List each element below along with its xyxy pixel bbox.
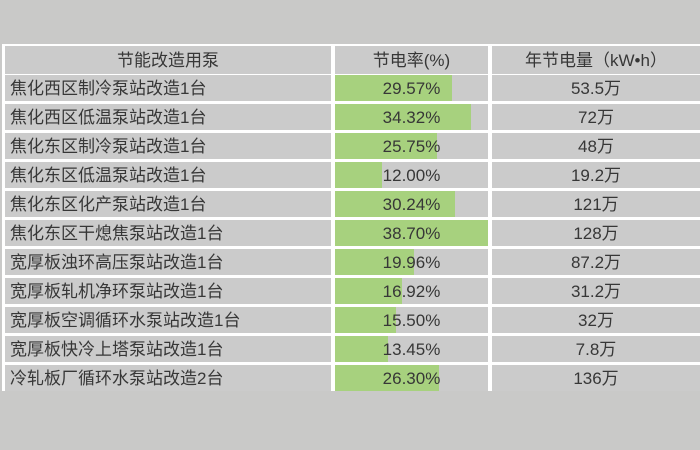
pump-name-label: 焦化东区化产泵站改造1台 bbox=[10, 194, 207, 214]
rate-value-label: 26.30% bbox=[382, 368, 441, 388]
annual-savings-cell: 7.8万 bbox=[492, 336, 700, 362]
column-header-rate: 节电率(%) bbox=[335, 46, 488, 74]
column-header-rate-label: 节电率(%) bbox=[372, 50, 451, 70]
rate-data-bar bbox=[335, 133, 437, 159]
rate-value-label: 30.24% bbox=[382, 194, 441, 214]
pump-name-label: 宽厚板空调循环水泵站改造1台 bbox=[10, 310, 241, 330]
annual-savings-label: 53.5万 bbox=[570, 78, 622, 98]
rate-cell: 15.50% bbox=[335, 307, 488, 333]
rate-cell: 13.45% bbox=[335, 336, 488, 362]
rate-data-bar bbox=[335, 278, 402, 304]
rate-data-bar bbox=[335, 220, 488, 246]
rate-cell: 19.96% bbox=[335, 249, 488, 275]
pump-name-cell: 焦化东区干熄焦泵站改造1台 bbox=[5, 220, 331, 246]
column-header-pump: 节能改造用泵 bbox=[5, 46, 331, 74]
pump-name-cell: 宽厚板轧机净环泵站改造1台 bbox=[5, 278, 331, 304]
pump-name-cell: 焦化东区制冷泵站改造1台 bbox=[5, 133, 331, 159]
rate-value-label: 29.57% bbox=[382, 78, 441, 98]
rate-cell: 26.30% bbox=[335, 365, 488, 391]
annual-savings-label: 7.8万 bbox=[575, 339, 617, 359]
rate-data-bar bbox=[335, 162, 383, 188]
rate-value-label: 34.32% bbox=[382, 107, 441, 127]
rate-data-bar bbox=[335, 365, 439, 391]
rate-data-bar bbox=[335, 249, 414, 275]
column-header-annual-label: 年节电量（kW•h） bbox=[525, 50, 667, 70]
pump-name-cell: 焦化东区化产泵站改造1台 bbox=[5, 191, 331, 217]
annual-savings-label: 19.2万 bbox=[570, 165, 622, 185]
pump-name-cell: 宽厚板快冷上塔泵站改造1台 bbox=[5, 336, 331, 362]
pump-name-label: 焦化西区低温泵站改造1台 bbox=[10, 107, 207, 127]
rate-value-label: 25.75% bbox=[382, 136, 441, 156]
rate-data-bar bbox=[335, 191, 455, 217]
pump-name-label: 焦化西区制冷泵站改造1台 bbox=[10, 78, 207, 98]
annual-savings-cell: 31.2万 bbox=[492, 278, 700, 304]
rate-value-label: 19.96% bbox=[382, 252, 441, 272]
rate-data-bar bbox=[335, 307, 397, 333]
column-header-annual: 年节电量（kW•h） bbox=[492, 46, 700, 74]
rate-value-label: 16.92% bbox=[382, 281, 441, 301]
annual-savings-label: 31.2万 bbox=[570, 281, 622, 301]
annual-savings-cell: 87.2万 bbox=[492, 249, 700, 275]
annual-savings-label: 32万 bbox=[578, 310, 614, 330]
rate-cell: 38.70% bbox=[335, 220, 488, 246]
rate-data-bar bbox=[335, 75, 452, 101]
rate-value-label: 12.00% bbox=[382, 165, 441, 185]
annual-savings-label: 128万 bbox=[573, 223, 619, 243]
pump-name-label: 宽厚板快冷上塔泵站改造1台 bbox=[10, 339, 224, 359]
pump-name-cell: 焦化西区制冷泵站改造1台 bbox=[5, 75, 331, 101]
rate-cell: 29.57% bbox=[335, 75, 488, 101]
pump-name-label: 宽厚板轧机净环泵站改造1台 bbox=[10, 281, 224, 301]
rate-cell: 30.24% bbox=[335, 191, 488, 217]
annual-savings-label: 121万 bbox=[573, 194, 619, 214]
pump-name-cell: 冷轧板厂循环水泵站改造2台 bbox=[5, 365, 331, 391]
annual-savings-label: 136万 bbox=[573, 368, 619, 388]
rate-cell: 34.32% bbox=[335, 104, 488, 130]
energy-saving-table: 节能改造用泵 节电率(%) 年节电量（kW•h） 焦化西区制冷泵站改造1台 29… bbox=[2, 44, 700, 391]
rate-data-bar bbox=[335, 104, 471, 130]
rate-cell: 25.75% bbox=[335, 133, 488, 159]
pump-name-label: 焦化东区干熄焦泵站改造1台 bbox=[10, 223, 224, 243]
annual-savings-cell: 53.5万 bbox=[492, 75, 700, 101]
pump-name-label: 冷轧板厂循环水泵站改造2台 bbox=[10, 368, 224, 388]
pump-name-cell: 宽厚板浊环高压泵站改造1台 bbox=[5, 249, 331, 275]
rate-data-bar bbox=[335, 336, 389, 362]
rate-cell: 12.00% bbox=[335, 162, 488, 188]
column-header-pump-label: 节能改造用泵 bbox=[117, 50, 219, 70]
annual-savings-cell: 136万 bbox=[492, 365, 700, 391]
annual-savings-cell: 48万 bbox=[492, 133, 700, 159]
rate-value-label: 13.45% bbox=[382, 339, 441, 359]
annual-savings-cell: 72万 bbox=[492, 104, 700, 130]
pump-name-label: 焦化东区制冷泵站改造1台 bbox=[10, 136, 207, 156]
annual-savings-label: 48万 bbox=[578, 136, 614, 156]
pump-name-label: 宽厚板浊环高压泵站改造1台 bbox=[10, 252, 224, 272]
annual-savings-cell: 19.2万 bbox=[492, 162, 700, 188]
pump-name-cell: 焦化东区低温泵站改造1台 bbox=[5, 162, 331, 188]
pump-name-label: 焦化东区低温泵站改造1台 bbox=[10, 165, 207, 185]
annual-savings-cell: 121万 bbox=[492, 191, 700, 217]
rate-value-label: 15.50% bbox=[382, 310, 441, 330]
pump-name-cell: 焦化西区低温泵站改造1台 bbox=[5, 104, 331, 130]
annual-savings-cell: 128万 bbox=[492, 220, 700, 246]
annual-savings-label: 72万 bbox=[578, 107, 614, 127]
rate-cell: 16.92% bbox=[335, 278, 488, 304]
rate-value-label: 38.70% bbox=[382, 223, 441, 243]
annual-savings-label: 87.2万 bbox=[570, 252, 622, 272]
annual-savings-cell: 32万 bbox=[492, 307, 700, 333]
pump-name-cell: 宽厚板空调循环水泵站改造1台 bbox=[5, 307, 331, 333]
